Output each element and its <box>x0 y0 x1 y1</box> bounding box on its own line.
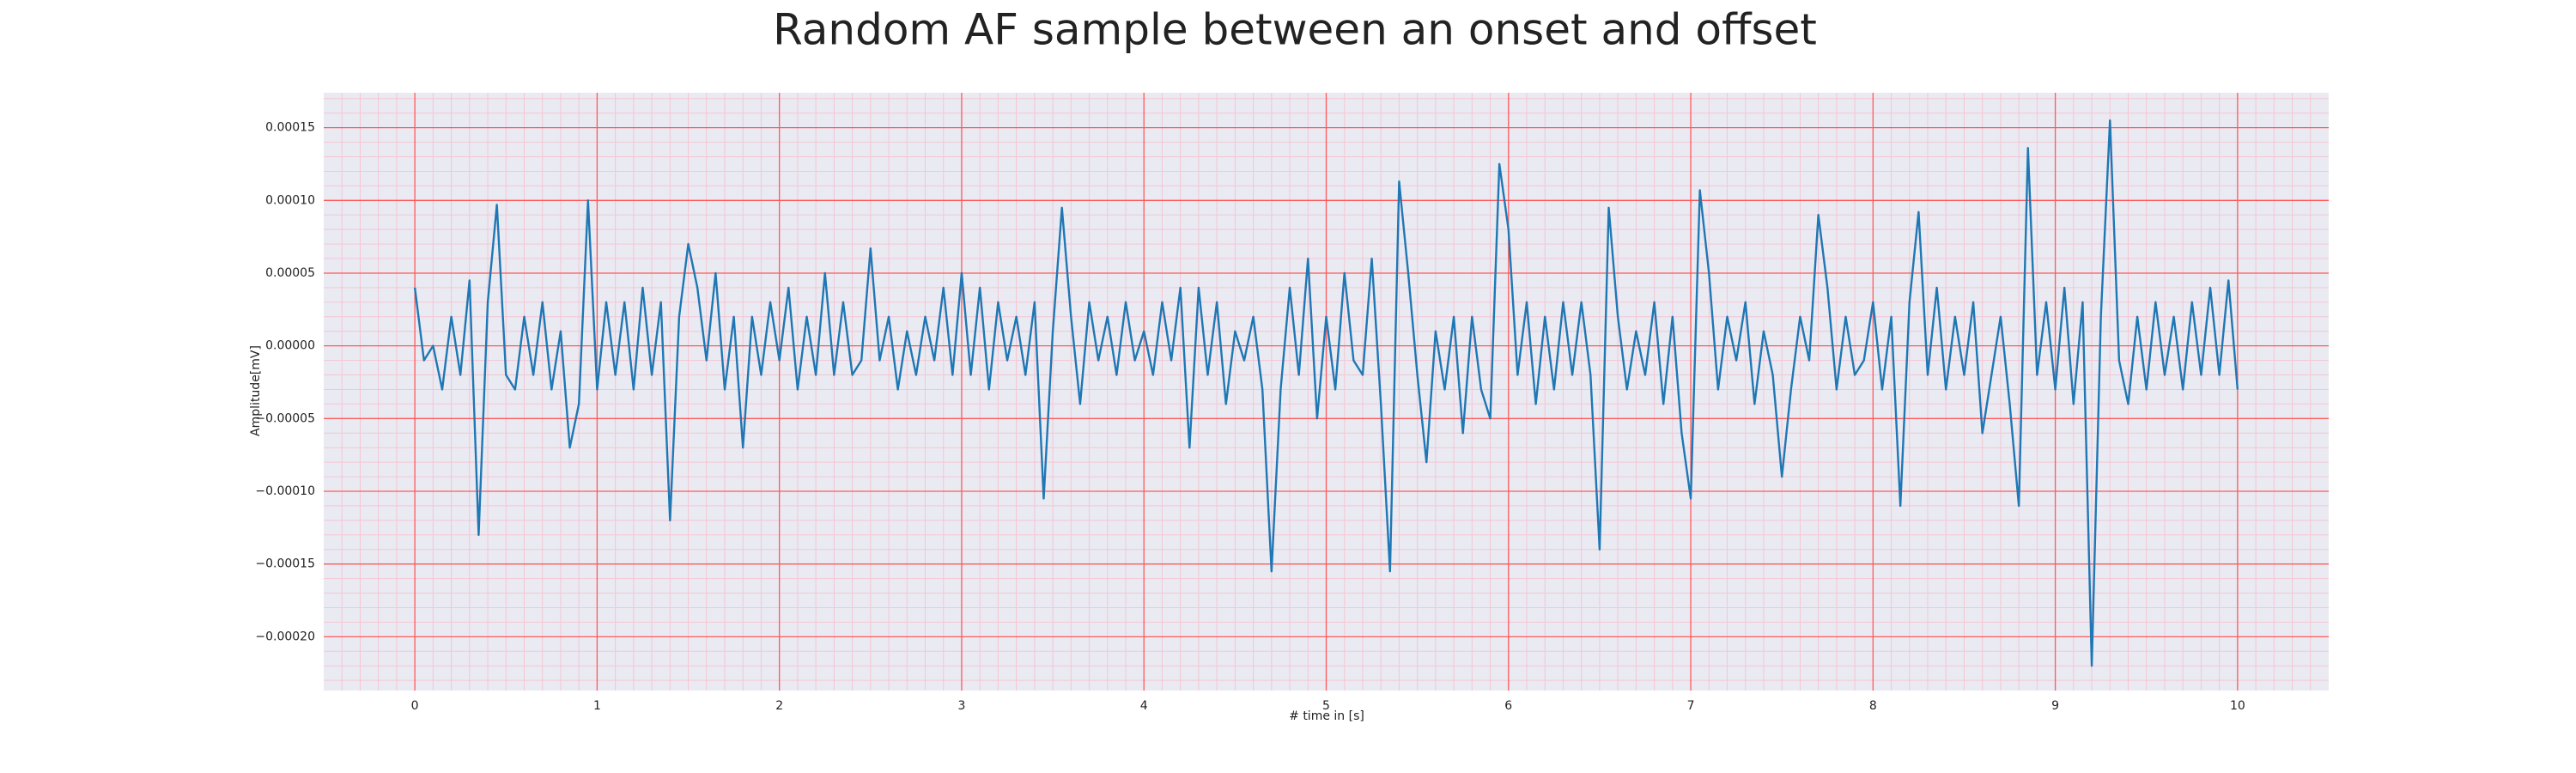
x-tick-label: 9 <box>2051 699 2059 713</box>
x-tick-label: 10 <box>2230 699 2245 713</box>
y-tick-label: −0.00015 <box>255 557 315 571</box>
x-tick-label: 1 <box>593 699 601 713</box>
x-tick-label: 4 <box>1140 699 1148 713</box>
x-tick-label: 8 <box>1869 699 1877 713</box>
x-tick-label: 0 <box>411 699 419 713</box>
y-axis-label: Amplitude[mV] <box>249 345 263 436</box>
x-tick-label: 3 <box>957 699 965 713</box>
x-tick-label: 6 <box>1504 699 1512 713</box>
x-tick-label: 5 <box>1322 699 1330 713</box>
chart-title: Random AF sample between an onset and of… <box>773 5 1817 55</box>
y-tick-label: 0.00005 <box>265 266 315 280</box>
x-tick-label: 2 <box>775 699 783 713</box>
y-tick-label: −0.00005 <box>255 411 315 425</box>
signal-line <box>413 119 2239 667</box>
y-tick-label: −0.00020 <box>255 630 315 643</box>
x-axis-label: # time in [s] <box>1289 709 1364 723</box>
y-tick-label: −0.00010 <box>255 484 315 498</box>
y-tick-label: 0.00000 <box>265 339 315 353</box>
y-tick-label: 0.00010 <box>265 193 315 207</box>
x-tick-label: 7 <box>1687 699 1695 713</box>
y-tick-label: 0.00015 <box>265 121 315 135</box>
